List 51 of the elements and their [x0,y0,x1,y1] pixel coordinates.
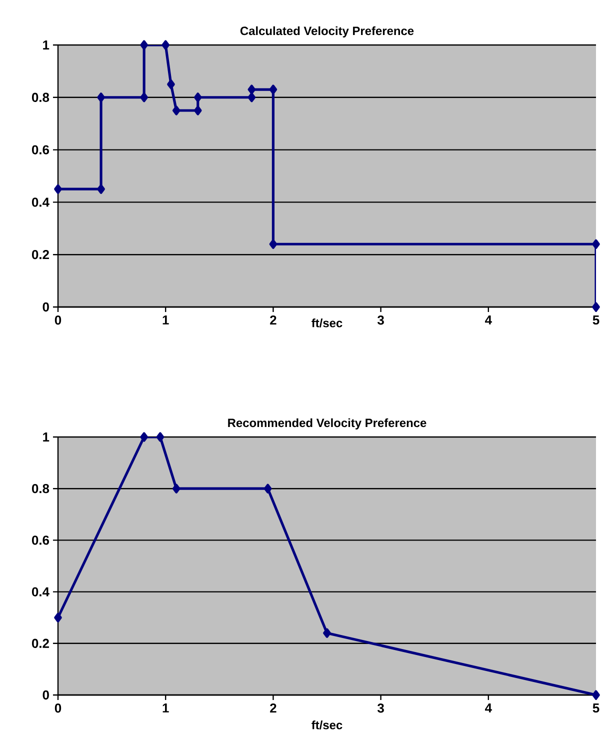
x-tick-label: 3 [377,316,384,325]
point [140,432,148,442]
y-tick-label: 0.8 [32,92,50,102]
y-tick-label: 0.4 [32,587,50,596]
x-axis-title: ft/sec [312,720,342,730]
x-tick-label: 4 [485,704,492,712]
point [97,92,105,102]
point [592,302,600,312]
point [269,239,278,249]
x-tick-label: 0 [54,704,62,713]
point [140,40,148,50]
x-tick-label: 3 [377,704,384,713]
point [54,184,62,194]
x-tick-label: 1 [162,316,169,324]
point [140,92,148,102]
point [248,84,256,94]
point [97,184,105,194]
x-tick-label: 5 [592,704,600,713]
chart-title: Calculated Velocity Preference [240,26,414,38]
y-tick-label: 0.6 [32,536,50,545]
x-tick-label: 2 [270,704,276,713]
y-tick-label: 0.2 [32,250,49,260]
y-tick-label: 0.4 [32,198,50,207]
y-tick-label: 1 [43,432,50,442]
point [172,106,180,116]
x-tick-label: 2 [270,316,276,325]
x-tick-label: 4 [485,316,492,324]
y-tick-label: 0.8 [32,484,50,494]
y-tick-label: 0.2 [32,638,49,648]
point [156,432,164,442]
point [194,106,202,116]
chart-title: Recommended Velocity Preference [228,418,426,430]
point [194,92,202,102]
point [323,628,331,638]
point [162,40,170,50]
y-tick-label: 0.6 [32,145,50,154]
y-tick-label: 1 [43,40,50,50]
x-axis-title: ft/sec [312,318,342,328]
point [592,690,600,700]
point [54,612,62,622]
point [269,84,278,94]
point [248,92,256,102]
x-tick-label: 0 [54,316,62,325]
y-tick-label: 0 [42,690,49,700]
x-tick-label: 5 [592,316,600,325]
y-tick-label: 0 [42,302,49,312]
point [167,80,175,90]
point [592,239,600,249]
x-tick-label: 1 [162,704,169,712]
point [264,484,272,494]
point [172,484,180,494]
